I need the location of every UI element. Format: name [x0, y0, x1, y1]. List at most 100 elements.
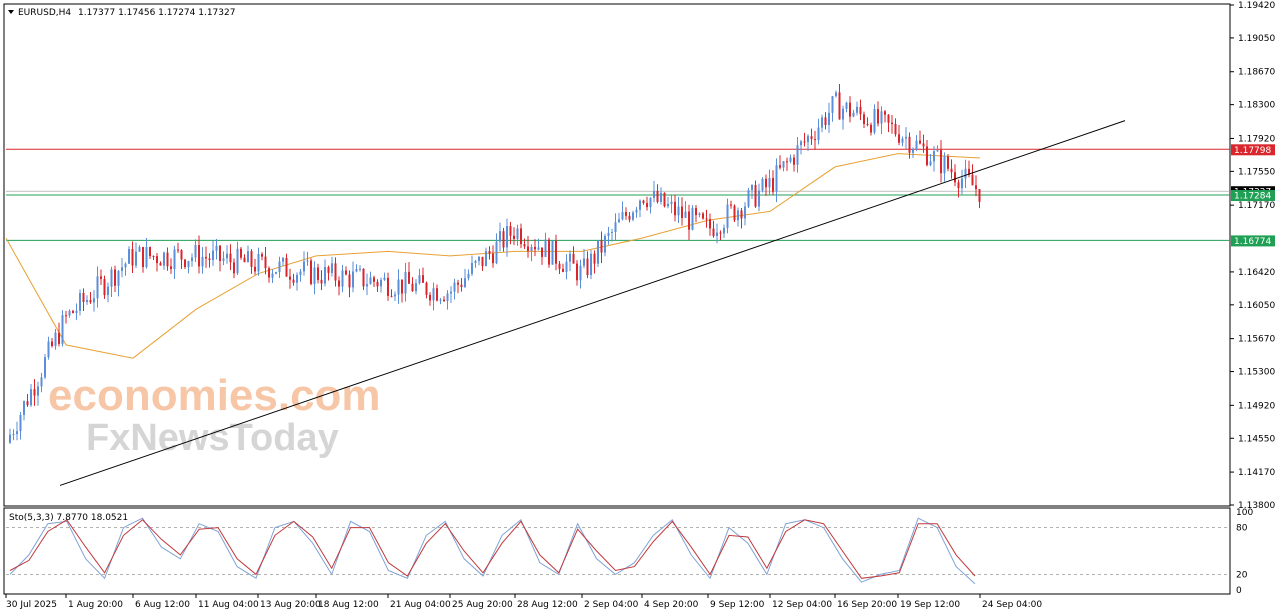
y-tick-label: 1.15300 — [1238, 368, 1275, 378]
candle-body — [499, 231, 501, 242]
candle-body — [250, 251, 253, 267]
candle-body — [698, 213, 701, 216]
watermark-fxnewstoday: FxNewsToday — [86, 417, 339, 459]
candle-body — [460, 284, 463, 287]
candle-body — [586, 258, 589, 276]
candle-body — [565, 261, 568, 272]
candle-body — [915, 140, 918, 149]
candle-body — [866, 124, 869, 126]
y-tick-label: 1.19420 — [1238, 1, 1275, 11]
candle-body — [37, 386, 39, 396]
candle-body — [352, 271, 354, 288]
candle-body — [198, 245, 200, 267]
candle-body — [765, 178, 767, 188]
candle-body — [478, 256, 480, 261]
trend-line — [59, 120, 1126, 486]
candle-body — [621, 211, 624, 220]
candle-body — [688, 211, 690, 230]
candle-body — [240, 248, 242, 258]
candle-body — [912, 148, 914, 153]
y-tick-label: 1.17920 — [1238, 134, 1275, 144]
candle-body — [541, 247, 543, 257]
candle-body — [23, 401, 25, 416]
candle-body — [75, 310, 78, 313]
candle-body — [884, 111, 886, 115]
candle-body — [51, 341, 53, 346]
x-tick-label: 16 Sep 20:00 — [837, 600, 897, 610]
candle-body — [663, 192, 666, 207]
stochastic-lines — [6, 517, 1228, 585]
candle-body — [103, 279, 106, 296]
candle-body — [894, 123, 897, 135]
ohlc-label: 1.17377 1.17456 1.17274 1.17327 — [78, 8, 235, 18]
candle-body — [775, 165, 778, 192]
candle-body — [464, 278, 466, 287]
x-tick-label: 1 Aug 20:00 — [68, 600, 123, 610]
candle-body — [513, 235, 515, 239]
candle-body — [474, 260, 477, 263]
candle-body — [936, 149, 939, 152]
candle-body — [397, 279, 400, 295]
candle-body — [919, 140, 921, 144]
candle-body — [110, 269, 113, 287]
candle-body — [509, 226, 512, 236]
candle-body — [264, 256, 267, 269]
time-axis: 30 Jul 2025 1 Aug 20:00 6 Aug 12:00 11 Aug … — [5, 594, 1042, 610]
candle-body — [502, 231, 505, 248]
candle-body — [313, 267, 316, 284]
candle-body — [387, 277, 389, 296]
ascending-trend-line — [59, 120, 1126, 486]
candle-body — [429, 294, 431, 301]
candle-body — [789, 157, 792, 162]
triangle-down-icon[interactable] — [8, 10, 14, 14]
candle-body — [695, 207, 697, 216]
candle-body — [971, 174, 974, 186]
candle-body — [345, 270, 347, 275]
candle-body — [394, 294, 396, 297]
candle-body — [439, 299, 442, 301]
candle-body — [233, 262, 235, 274]
candle-body — [506, 226, 508, 248]
candle-body — [208, 258, 211, 261]
candle-body — [635, 209, 638, 213]
candle-body — [152, 256, 155, 258]
candle-body — [677, 206, 680, 216]
candle-body — [177, 249, 179, 251]
candle-body — [614, 222, 617, 233]
candle-body — [373, 277, 375, 282]
candle-body — [492, 253, 494, 264]
candle-body — [870, 124, 872, 133]
candle-body — [488, 250, 491, 254]
candle-body — [978, 189, 981, 202]
candle-body — [922, 143, 925, 147]
candle-body — [408, 271, 410, 284]
candle-body — [856, 106, 858, 113]
candle-body — [418, 275, 421, 284]
candle-body — [670, 201, 673, 204]
level-value-support: 1.16774 — [1234, 237, 1271, 247]
candle-body — [89, 299, 92, 303]
candle-body — [926, 146, 928, 166]
candle-body — [331, 263, 333, 273]
candle-body — [19, 415, 22, 432]
candle-body — [289, 276, 291, 280]
candle-body — [411, 283, 414, 292]
y-tick-label: 1.14170 — [1238, 468, 1275, 478]
candle-body — [674, 201, 676, 216]
candle-body — [415, 283, 417, 292]
candle-body — [772, 178, 774, 192]
candle-body — [82, 293, 85, 303]
candle-body — [656, 190, 659, 202]
candle-body — [436, 288, 438, 301]
candle-body — [943, 156, 946, 174]
stochastic-frame — [3, 507, 1231, 595]
candle-body — [26, 401, 29, 406]
candle-body — [254, 266, 256, 272]
candle-body — [170, 266, 172, 270]
candle-body — [751, 185, 753, 191]
candle-body — [709, 219, 711, 229]
candle-body — [114, 269, 116, 286]
candle-body — [348, 274, 351, 288]
